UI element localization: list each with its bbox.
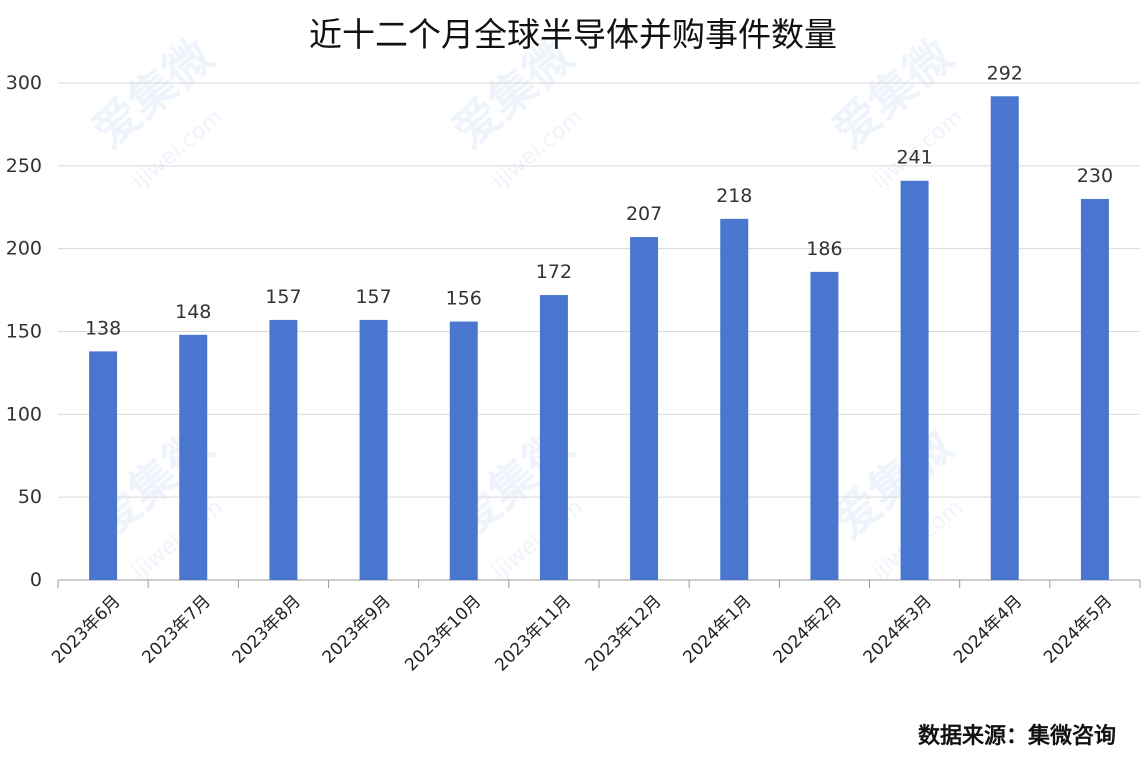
data-label: 148	[175, 301, 211, 323]
data-label: 207	[626, 203, 662, 225]
x-tick-label: 2023年12月	[582, 591, 666, 675]
x-tick-label: 2024年4月	[950, 591, 1026, 667]
bar	[179, 334, 208, 580]
bar	[630, 237, 659, 580]
data-label: 138	[85, 317, 121, 339]
y-tick-label: 200	[6, 238, 42, 260]
data-label: 230	[1077, 165, 1113, 187]
y-tick-label: 150	[6, 321, 42, 343]
bar	[900, 180, 929, 580]
x-tick-label: 2024年3月	[860, 591, 936, 667]
data-label: 292	[987, 62, 1023, 84]
x-tick-label: 2023年6月	[48, 591, 124, 667]
x-tick-label: 2024年2月	[770, 591, 846, 667]
data-label: 156	[446, 288, 482, 310]
data-label: 172	[536, 261, 572, 283]
x-tick-label: 2024年5月	[1040, 591, 1116, 667]
chart-title: 近十二个月全球半导体并购事件数量	[309, 15, 837, 54]
data-label: 241	[896, 147, 932, 169]
bar	[720, 218, 749, 580]
x-tick-label: 2023年10月	[401, 591, 485, 675]
data-label: 157	[355, 286, 391, 308]
x-tick-label: 2024年1月	[679, 591, 755, 667]
bar	[269, 319, 298, 580]
x-tick-label: 2023年11月	[491, 591, 575, 675]
bar	[1080, 198, 1109, 580]
bar	[539, 295, 568, 580]
bar	[810, 271, 839, 580]
x-tick-label: 2023年9月	[319, 591, 395, 667]
y-tick-label: 0	[30, 569, 42, 591]
y-tick-label: 250	[6, 155, 42, 177]
y-tick-label: 300	[6, 72, 42, 94]
data-label: 157	[265, 286, 301, 308]
bar	[359, 319, 388, 580]
bar	[89, 351, 118, 580]
x-tick-label: 2023年7月	[138, 591, 214, 667]
data-label: 186	[806, 238, 842, 260]
bar	[449, 321, 478, 580]
bar	[990, 96, 1019, 581]
source-note: 数据来源：集微咨询	[917, 723, 1116, 749]
y-tick-label: 50	[18, 486, 42, 508]
y-tick-label: 100	[6, 403, 42, 425]
x-tick-label: 2023年8月	[229, 591, 305, 667]
data-label: 218	[716, 185, 752, 207]
